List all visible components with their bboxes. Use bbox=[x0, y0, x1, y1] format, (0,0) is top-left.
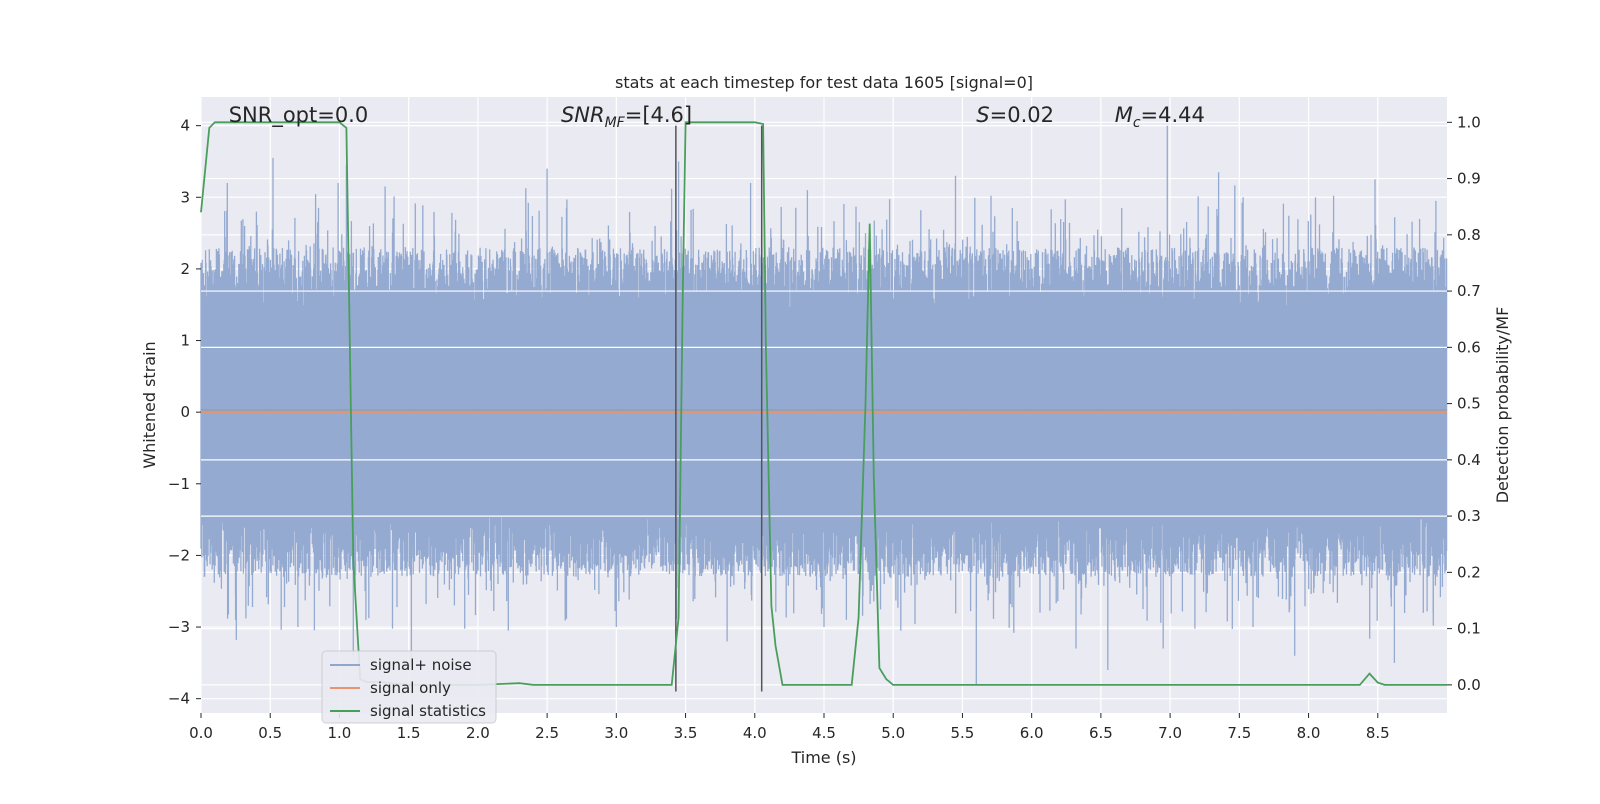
y-right-tick-label: 0.6 bbox=[1457, 338, 1481, 356]
y-tick-label: 4 bbox=[180, 117, 190, 135]
y-right-tick-label: 0.5 bbox=[1457, 395, 1481, 413]
axes: 0.0 0.5 1.0 1.5 2.0 2.5 3.0 3.5 4.0 4.5 5.0 5.5 6.0 6… bbox=[168, 113, 1481, 742]
y-right-tick-label: 0.0 bbox=[1457, 676, 1481, 694]
annotation-mc-value: Mc=4.44 bbox=[1115, 103, 1205, 131]
x-tick-label: 4.5 bbox=[812, 724, 836, 742]
annotation-s-value: S=0.02 bbox=[976, 103, 1054, 127]
y-axis-label: Whitened strain bbox=[140, 341, 159, 468]
y-right-tick-label: 0.2 bbox=[1457, 563, 1481, 581]
x-tick-label: 2.0 bbox=[466, 724, 490, 742]
x-tick-label: 3.0 bbox=[604, 724, 628, 742]
y-tick-label: −4 bbox=[168, 690, 190, 708]
annotation-snr-mf: SNRMF=[4.6] bbox=[561, 103, 692, 131]
legend-box bbox=[321, 650, 497, 724]
line-series bbox=[200, 121, 1447, 692]
legend: signal+ noise signal only signal statistic… bbox=[321, 650, 497, 724]
legend-label: signal+ noise bbox=[370, 656, 472, 674]
x-tick-label: 1.5 bbox=[397, 724, 421, 742]
x-tick-label: 0.0 bbox=[189, 724, 213, 742]
y-right-tick-label: 0.4 bbox=[1457, 451, 1481, 469]
x-tick-label: 4.0 bbox=[743, 724, 767, 742]
y-right-tick-label: 0.1 bbox=[1457, 620, 1481, 638]
y-right-tick-label: 1.0 bbox=[1457, 113, 1481, 131]
chart-title: stats at each timestep for test data 160… bbox=[615, 73, 1033, 92]
x-tick-label: 8.5 bbox=[1366, 724, 1390, 742]
horizontal-lines bbox=[201, 290, 1447, 517]
y-tick-label: 2 bbox=[180, 260, 190, 278]
y-tick-label: −2 bbox=[168, 546, 190, 564]
x-tick-label: 3.5 bbox=[674, 724, 698, 742]
x-tick-label: 6.0 bbox=[1020, 724, 1044, 742]
y-tick-label: 3 bbox=[180, 188, 190, 206]
x-tick-label: 5.0 bbox=[881, 724, 905, 742]
y-right-tick-label: 0.3 bbox=[1457, 507, 1481, 525]
x-tick-label: 1.0 bbox=[328, 724, 352, 742]
annotation-snr-opt: SNR_opt=0.0 bbox=[229, 103, 369, 128]
y-right-tick-label: 0.8 bbox=[1457, 226, 1481, 244]
x-tick-label: 7.0 bbox=[1158, 724, 1182, 742]
annotations: SNR_opt=0.0 SNRMF=[4.6] S=0.02 Mc=4.44 bbox=[229, 103, 1205, 131]
y-right-tick-label: 0.7 bbox=[1457, 282, 1481, 300]
y-tick-label: 0 bbox=[180, 403, 190, 421]
x-tick-label: 7.5 bbox=[1227, 724, 1251, 742]
y-tick-label: 1 bbox=[180, 332, 190, 350]
y-tick-label: −1 bbox=[168, 475, 190, 493]
y-tick-label: −3 bbox=[168, 618, 190, 636]
y-right-tick-label: 0.9 bbox=[1457, 170, 1481, 188]
legend-label: signal only bbox=[370, 679, 451, 697]
legend-label: signal statistics bbox=[370, 702, 486, 720]
x-tick-label: 2.5 bbox=[535, 724, 559, 742]
y-axis-right-label: Detection probability/MF bbox=[1493, 307, 1512, 504]
signal-statistics-line bbox=[200, 121, 1447, 686]
x-tick-label: 0.5 bbox=[258, 724, 282, 742]
x-axis-label: Time (s) bbox=[790, 748, 856, 767]
x-tick-label: 6.5 bbox=[1089, 724, 1113, 742]
x-tick-label: 8.0 bbox=[1297, 724, 1321, 742]
x-tick-label: 5.5 bbox=[951, 724, 975, 742]
